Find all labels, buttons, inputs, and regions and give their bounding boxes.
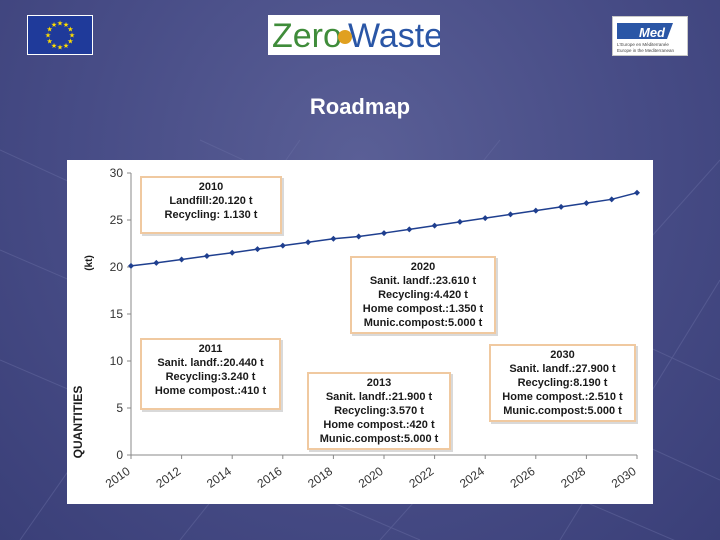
data-point	[330, 235, 337, 242]
data-point	[558, 203, 565, 210]
annotation-line: Landfill:20.120 t	[169, 195, 253, 207]
line-chart: 0 5 10 15 20 25 30 2010 2012 2014 2016 2018 2020 2022…	[103, 166, 640, 491]
data-point	[583, 200, 590, 207]
data-point	[456, 218, 463, 225]
data-point	[153, 259, 160, 266]
data-point	[229, 249, 236, 256]
annotation-2030: 2030 Sanit. landf.:27.900 t Recycling:8.…	[489, 344, 636, 422]
data-point	[431, 222, 438, 229]
eu-star-icon: ★	[67, 38, 73, 46]
eu-star-icon: ★	[69, 32, 75, 40]
annotation-line: Recycling: 1.130 t	[164, 209, 258, 221]
x-tick-label: 2020	[356, 464, 386, 491]
y-tick-label: 15	[110, 307, 124, 321]
x-tick-label: 2030	[609, 464, 639, 491]
x-tick-label: 2016	[255, 464, 285, 491]
x-tick-label: 2010	[103, 464, 133, 491]
data-point	[381, 230, 387, 237]
logo-zero-text: Zero	[272, 17, 342, 55]
annotation-line: Home compost.:410 t	[154, 385, 267, 397]
annotation-line: 2010	[198, 181, 224, 193]
annotation-line: Recycling:4.420 t	[378, 289, 468, 301]
chart-panel: 0 5 10 15 20 25 30 2010 2012 2014 2016 2018 2020 2022…	[67, 160, 653, 504]
med-logo-name: Med	[639, 25, 666, 40]
annotation-2011: 2011 Sanit. landf.:20.440 t Recycling:3.…	[140, 338, 281, 410]
data-point	[406, 226, 413, 233]
data-point	[128, 262, 134, 269]
eu-flag-logo: ★ ★ ★ ★ ★ ★ ★ ★ ★ ★ ★ ★	[27, 15, 93, 55]
annotation-line: 2020	[410, 261, 436, 273]
data-point	[203, 253, 210, 260]
x-tick-label: 2014	[204, 464, 234, 491]
annotation-line: Munic.compost:5.000 t	[319, 433, 439, 445]
annotation-line: Home compost.:2.510 t	[502, 391, 623, 403]
eu-star-icon: ★	[51, 42, 57, 50]
eu-star-icon: ★	[57, 20, 63, 28]
annotation-2010: 2010 Landfill:20.120 t Recycling: 1.130 …	[140, 176, 282, 234]
x-tick-label: 2012	[153, 464, 183, 491]
eu-star-icon: ★	[67, 26, 73, 34]
data-point	[254, 246, 261, 253]
annotation-line: 2013	[366, 377, 392, 389]
eu-star-icon: ★	[63, 21, 69, 29]
eu-star-icon: ★	[46, 38, 52, 46]
data-point	[305, 239, 312, 246]
annotation-line: Sanit. landf.:23.610 t	[369, 275, 477, 287]
x-tick-label: 2028	[558, 464, 588, 491]
annotation-line: 2030	[550, 349, 575, 361]
med-logo-text-2: Europe in the Mediterranean	[617, 48, 675, 53]
data-point	[608, 196, 615, 203]
annotation-2013: 2013 Sanit. landf.:21.900 t Recycling:3.…	[307, 372, 451, 450]
eu-star-icon: ★	[63, 42, 69, 50]
annotation-line: Recycling:8.190 t	[517, 377, 608, 389]
data-point	[507, 211, 514, 218]
data-point	[482, 215, 489, 222]
annotation-line: Sanit. landf.:27.900 t	[509, 363, 616, 375]
data-point	[532, 207, 539, 214]
annotation-line: 2011	[198, 343, 223, 355]
eu-star-icon: ★	[51, 21, 57, 29]
annotation-line: Sanit. landf.:21.900 t	[325, 391, 433, 403]
x-tick-label: 2022	[406, 464, 436, 491]
eu-stars-icon: ★ ★★★★★★★★★★★	[45, 20, 75, 52]
y-tick-label: 0	[116, 448, 123, 462]
data-point	[178, 256, 185, 263]
y-tick-label: 10	[110, 354, 124, 368]
x-tick-label: 2026	[508, 464, 538, 491]
data-point	[279, 242, 286, 249]
page-title: Roadmap	[309, 94, 411, 119]
y-axis-label: QUANTITIES	[71, 385, 85, 459]
zero-waste-logo: Zero Waste	[268, 15, 443, 55]
annotation-line: Recycling:3.570 t	[334, 405, 424, 417]
med-logo-text-1: L'Europe en Méditerranée	[617, 42, 669, 47]
annotation-line: Home compost.:420 t	[323, 419, 435, 431]
med-shape-icon	[617, 23, 673, 39]
x-tick-label: 2024	[457, 464, 487, 491]
logo-waste-text: Waste	[348, 17, 440, 55]
annotation-line: Home compost.:1.350 t	[362, 303, 484, 315]
recycle-leaf-icon	[338, 30, 352, 44]
data-point	[355, 233, 362, 240]
annotation-line: Sanit. landf.:20.440 t	[157, 357, 264, 369]
y-tick-label: 25	[110, 213, 124, 227]
y-axis-unit: (kt)	[84, 255, 95, 271]
eu-star-icon: ★	[45, 32, 51, 40]
annotation-line: Munic.compost:5.000 t	[363, 317, 483, 329]
med-programme-logo: Med L'Europe en Méditerranée Europe in t…	[612, 16, 688, 56]
eu-star-icon: ★	[57, 44, 63, 52]
eu-star-icon: ★	[46, 26, 52, 34]
y-tick-label: 20	[110, 260, 124, 274]
x-tick-label: 2018	[305, 464, 335, 491]
annotation-2020: 2020 Sanit. landf.:23.610 t Recycling:4.…	[350, 256, 496, 334]
y-tick-label: 30	[110, 166, 124, 180]
data-point	[634, 189, 640, 196]
y-tick-label: 5	[116, 401, 123, 415]
annotation-line: Munic.compost:5.000 t	[503, 405, 622, 417]
annotation-line: Recycling:3.240 t	[165, 371, 256, 383]
